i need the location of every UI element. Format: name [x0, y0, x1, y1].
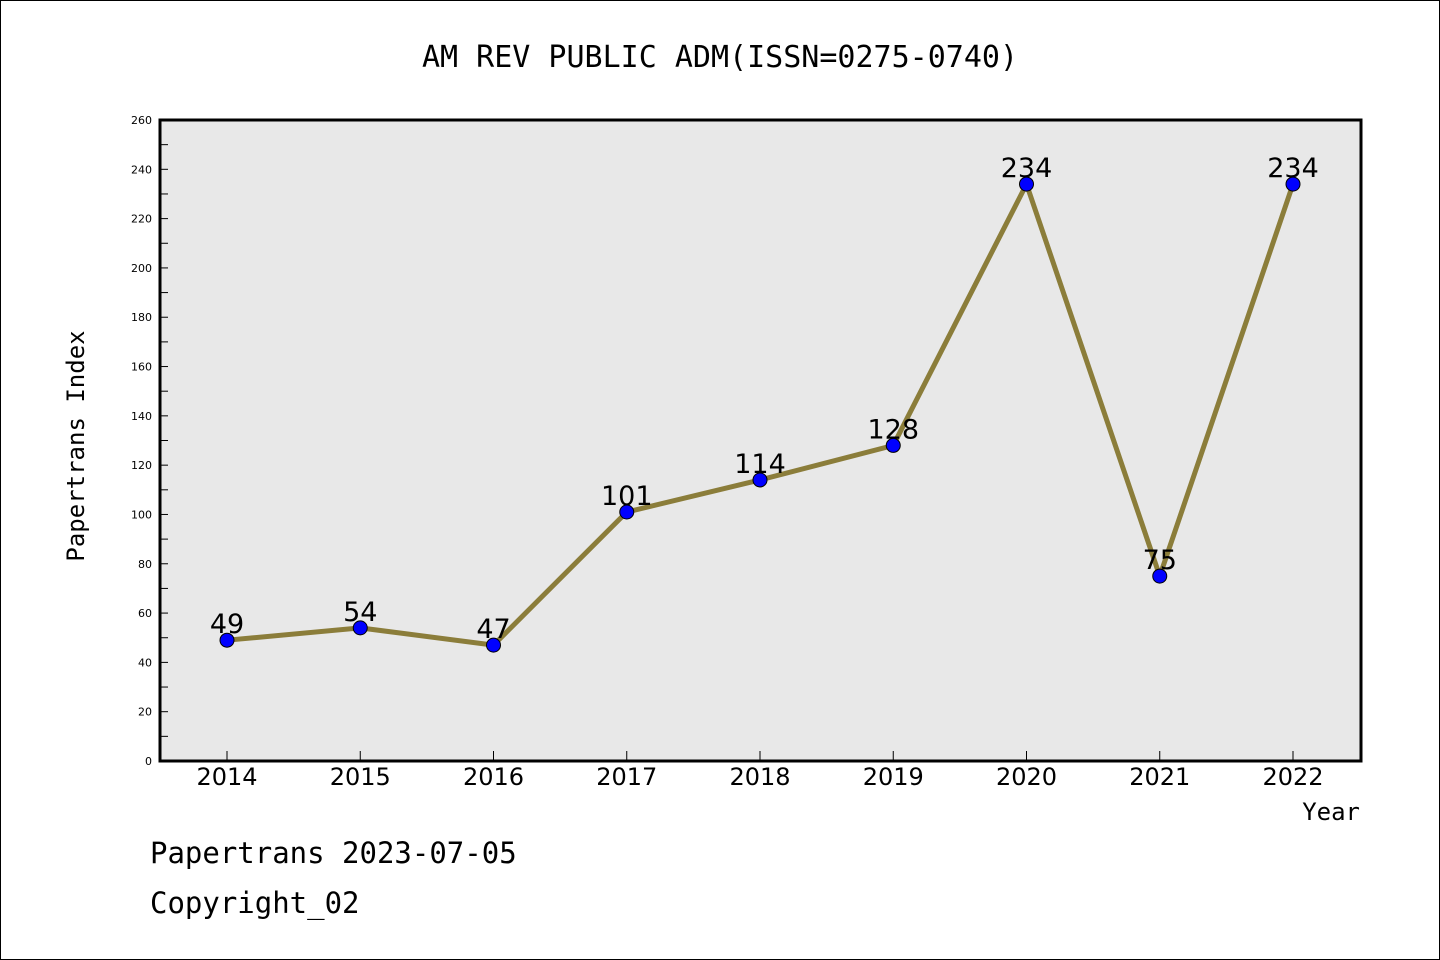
- y-tick-label: 220: [131, 213, 152, 226]
- y-tick-label: 60: [138, 607, 152, 620]
- plot-area: [160, 120, 1361, 761]
- y-tick-label: 140: [131, 410, 152, 423]
- y-tick-label: 40: [138, 656, 152, 669]
- data-point-marker: [486, 637, 501, 653]
- y-tick-label: 0: [145, 755, 152, 768]
- x-tick-label: 2016: [463, 763, 524, 791]
- x-tick-label: 2015: [330, 763, 391, 791]
- data-point-marker: [1152, 568, 1168, 584]
- x-tick-label: 2021: [1129, 763, 1190, 791]
- data-point-label: 234: [1001, 153, 1053, 184]
- x-tick-label: 2019: [863, 763, 924, 791]
- data-point-marker: [1285, 176, 1301, 192]
- y-tick-label: 100: [131, 508, 152, 521]
- y-axis: 0 20 40 60 80 100 120 140 160 180 200 220 240 260: [131, 114, 168, 768]
- y-tick-label: 260: [131, 114, 152, 127]
- footer-date-text: Papertrans 2023-07-05: [150, 836, 517, 870]
- x-tick-label: 2014: [196, 763, 257, 791]
- data-point-marker: [752, 472, 768, 488]
- data-point-label: 47: [476, 614, 510, 645]
- y-tick-label: 80: [138, 558, 152, 571]
- y-tick-label: 240: [131, 163, 152, 176]
- data-point-label: 101: [601, 481, 653, 512]
- y-axis-label: Papertrans Index: [62, 330, 90, 561]
- plot-border: [158, 118, 1363, 763]
- data-points: [219, 176, 1301, 653]
- x-axis-label: Year: [1302, 798, 1360, 826]
- x-tick-label: 2020: [996, 763, 1057, 791]
- data-point-label: 54: [343, 597, 377, 628]
- x-tick-label: 2017: [596, 763, 657, 791]
- y-tick-label: 180: [131, 311, 152, 324]
- data-point-marker: [1019, 176, 1034, 192]
- y-tick-label: 120: [131, 459, 152, 472]
- y-tick-label: 160: [131, 361, 152, 374]
- data-point-label: 234: [1267, 153, 1319, 184]
- data-point-label: 128: [867, 414, 919, 445]
- data-point-marker: [219, 632, 235, 648]
- y-tick-label: 200: [131, 262, 152, 275]
- data-point-marker: [619, 504, 635, 520]
- data-point-label: 49: [210, 609, 244, 640]
- x-tick-label: 2018: [729, 763, 790, 791]
- data-point-label: 114: [734, 449, 786, 480]
- data-point-marker: [352, 620, 368, 636]
- x-axis: 2014 2015 2016 2017 2018 2019 2020 2021 2022: [196, 751, 1324, 791]
- chart-title: AM REV PUBLIC ADM(ISSN=0275-0740): [422, 40, 1018, 75]
- x-tick-label: 2022: [1262, 763, 1323, 791]
- data-point-label: 75: [1143, 545, 1177, 576]
- data-labels: 49 54 47 101 114 128 234 75 234: [210, 153, 1319, 645]
- footer-copyright-text: Copyright_02: [150, 886, 360, 920]
- y-tick-label: 20: [138, 706, 152, 719]
- data-point-marker: [885, 437, 901, 453]
